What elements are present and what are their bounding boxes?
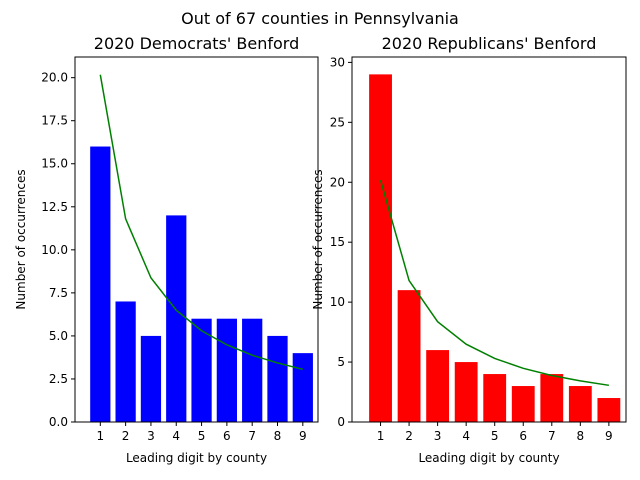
rep-y-tick-label: 30 (330, 55, 345, 69)
dem-bar-1 (90, 146, 111, 422)
rep-bar-7 (540, 374, 564, 422)
republicans-benford-chart: 1 2 3 4 5 6 7 8 9 0 5 10 15 20 25 30 2020 Republicans' B… (311, 34, 627, 465)
dem-chart-title: 2020 Democrats' Benford (94, 34, 299, 53)
dem-x-tick-label: 5 (198, 429, 206, 443)
dem-y-tick-label: 0.0 (49, 415, 68, 429)
dem-bar-3 (140, 335, 162, 422)
rep-x-tick-label: 5 (491, 429, 499, 443)
dem-x-tick-label: 9 (299, 429, 307, 443)
rep-x-tick-label: 7 (548, 429, 556, 443)
dem-y-tick-label: 12.5 (41, 200, 68, 214)
dem-y-tick-label: 10.0 (41, 243, 68, 257)
rep-x-axis-label: Leading digit by county (418, 451, 559, 465)
rep-x-tick-label: 8 (577, 429, 585, 443)
dem-x-tick-label: 4 (172, 429, 180, 443)
rep-bar-2 (397, 290, 421, 422)
rep-bar-6 (511, 386, 535, 422)
dem-y-tick-label: 5.0 (49, 329, 68, 343)
dem-bar-8 (267, 335, 288, 422)
dem-plot-frame (74, 56, 319, 423)
rep-y-tick-label: 25 (330, 115, 345, 129)
dem-y-tick-label: 20.0 (41, 71, 68, 85)
rep-y-tick-label: 0 (337, 415, 345, 429)
rep-y-tick-label: 10 (330, 295, 345, 309)
rep-chart-title: 2020 Republicans' Benford (382, 34, 597, 53)
dem-bar-2 (115, 301, 136, 422)
rep-y-axis-label: Number of occurrences (311, 169, 325, 309)
rep-x-tick-label: 1 (377, 429, 385, 443)
dem-x-tick-label: 3 (147, 429, 155, 443)
dem-x-axis-label: Leading digit by county (126, 451, 267, 465)
rep-bar-1 (369, 74, 392, 422)
dem-bar-6 (216, 318, 237, 422)
rep-x-tick-label: 3 (434, 429, 442, 443)
rep-x-tick-label: 9 (605, 429, 613, 443)
dem-x-tick-label: 1 (96, 429, 104, 443)
dem-benford-line (99, 74, 303, 371)
dem-x-tick-label: 6 (223, 429, 231, 443)
dem-y-axis-label: Number of occurrences (14, 169, 28, 309)
rep-bar-8 (568, 386, 592, 422)
rep-benford-line (379, 180, 609, 387)
rep-bar-5 (483, 374, 507, 422)
dem-y-tick-label: 17.5 (41, 114, 68, 128)
rep-x-tick-label: 2 (405, 429, 413, 443)
dem-x-tick-label: 8 (274, 429, 282, 443)
dem-x-tick-label: 2 (122, 429, 130, 443)
dem-bar-4 (166, 215, 187, 422)
democrats-benford-chart: 1 2 3 4 5 6 7 8 9 0.0 2.5 5.0 7.5 10.0 12.5 15.0 17.5 20.… (14, 34, 319, 465)
rep-bar-9 (597, 398, 621, 422)
dem-y-tick-label: 15.0 (41, 157, 68, 171)
dem-y-tick-label: 7.5 (49, 286, 68, 300)
figure-suptitle: Out of 67 counties in Pennsylvania (181, 9, 459, 28)
rep-x-tick-label: 6 (519, 429, 527, 443)
dem-x-tick-label: 7 (248, 429, 256, 443)
rep-x-tick-label: 4 (462, 429, 470, 443)
dem-bar-5 (191, 318, 212, 422)
rep-plot-frame (351, 56, 627, 423)
dem-bar-9 (292, 353, 313, 422)
rep-bar-3 (426, 350, 450, 422)
rep-y-tick-label: 5 (337, 355, 345, 369)
dem-bar-7 (242, 318, 263, 422)
rep-y-tick-label: 20 (330, 175, 345, 189)
rep-y-tick-label: 15 (330, 235, 345, 249)
rep-bar-4 (454, 362, 478, 422)
dem-y-tick-label: 2.5 (49, 372, 68, 386)
